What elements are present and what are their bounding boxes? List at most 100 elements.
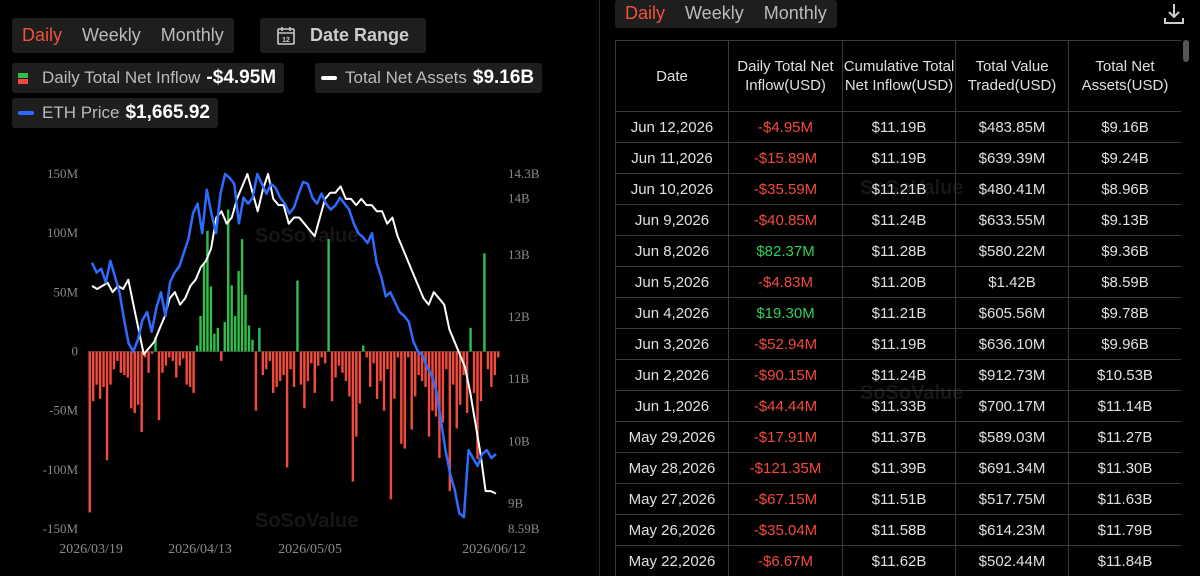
table-cell: $8.59B (1068, 266, 1181, 298)
table-period-tabs: Daily Weekly Monthly (615, 0, 837, 28)
inflow-bar (223, 321, 226, 352)
tab-daily[interactable]: Daily (22, 25, 63, 45)
inflow-bar (175, 351, 178, 378)
table-cell: $11.30B (1068, 452, 1181, 484)
inflow-bar (102, 351, 105, 387)
inflow-bar (244, 294, 247, 352)
inflow-bar (251, 339, 254, 352)
inflow-bar (192, 351, 195, 393)
inflow-bar (195, 345, 199, 352)
inflow-bar (375, 351, 379, 399)
inflow-bar (202, 263, 206, 352)
table-cell: Jun 9,2026 (615, 204, 729, 236)
eth-price-line (90, 172, 497, 519)
inflow-bar (143, 351, 147, 358)
inflow-bar (334, 351, 337, 378)
inflow-bar (265, 351, 268, 370)
table-cell: $483.85M (955, 111, 1069, 143)
tab-weekly[interactable]: Weekly (82, 25, 141, 45)
table-cell: Jun 5,2026 (615, 266, 729, 298)
inflow-bar (448, 351, 452, 492)
blue-line-swatch-icon (18, 111, 34, 115)
column-header: Total Net Assets(USD) (1068, 40, 1181, 112)
table-cell: $11.24B (842, 204, 956, 236)
left-axis-tick-label: 150M (47, 166, 79, 181)
inflow-bar (434, 351, 438, 417)
table-tab-daily[interactable]: Daily (625, 3, 666, 23)
inflow-bar (351, 351, 355, 482)
table-tab-weekly[interactable]: Weekly (685, 3, 744, 23)
table-cell: -$90.15M (728, 359, 843, 391)
table-header-row: Date Daily Total Net Inflow(USD) Cumulativ… (615, 40, 1181, 112)
table-row: May 28,2026 -$121.35M $11.39B $691.34M $11.3… (615, 452, 1181, 484)
table-cell: $11.37B (842, 421, 956, 453)
table-cell: $11.27B (1068, 421, 1181, 453)
column-header: Date (615, 40, 729, 112)
inflow-bar (299, 351, 303, 385)
inflow-bar (355, 351, 358, 437)
legend-assets-value: $9.16B (472, 67, 535, 88)
table-tab-monthly[interactable]: Monthly (763, 3, 827, 23)
table-cell: $11.20B (842, 266, 956, 298)
table-cell: Jun 11,2026 (615, 142, 729, 174)
table-cell: -$52.94M (728, 328, 843, 360)
inflow-bar (330, 351, 334, 402)
inflow-bar (88, 351, 91, 513)
inflow-bar (382, 351, 386, 411)
date-range-button[interactable]: 12 Date Range (260, 18, 426, 53)
white-line-swatch-icon (321, 76, 337, 80)
inflow-bar (310, 351, 313, 364)
inflow-bar (469, 327, 472, 352)
table-cell: $11.19B (842, 142, 956, 174)
legend-daily-inflow[interactable]: Daily Total Net Inflow -$4.95M (12, 63, 285, 93)
inflow-bar (119, 351, 123, 373)
inflow-bar (476, 351, 479, 460)
panel-divider (599, 0, 600, 576)
inflow-bar (483, 253, 486, 352)
table-row: Jun 3,2026 -$52.94M $11.19B $636.10M $9.96B (615, 328, 1181, 360)
table-cell: $517.75M (955, 483, 1069, 515)
table-cell: Jun 1,2026 (615, 390, 729, 422)
tab-monthly[interactable]: Monthly (160, 25, 224, 45)
inflow-bar (130, 351, 133, 409)
inflow-bar (379, 351, 382, 382)
table-row: Jun 8,2026 $82.37M $11.28B $580.22M $9.36B (615, 235, 1181, 267)
table-cell: $614.23M (955, 514, 1069, 546)
inflow-bar (140, 351, 143, 432)
legend-net-assets[interactable]: Total Net Assets $9.16B (315, 63, 543, 93)
table-cell: $912.73M (955, 359, 1069, 391)
data-table-container[interactable]: Date Daily Total Net Inflow(USD) Cumulativ… (615, 40, 1181, 576)
inflow-bar (254, 351, 258, 411)
table-cell: $11.21B (842, 173, 956, 205)
inflow-bar (292, 351, 296, 387)
period-tabs: Daily Weekly Monthly (12, 18, 234, 53)
inflow-bar (445, 351, 448, 370)
legend-eth-price[interactable]: ETH Price $1,665.92 (12, 98, 218, 128)
inflow-bar (282, 351, 285, 376)
inflow-bar (320, 351, 323, 358)
table-cell: $480.41M (955, 173, 1069, 205)
calendar-icon: 12 (277, 26, 295, 45)
inflow-bar (220, 351, 223, 361)
table-cell: $8.96B (1068, 173, 1181, 205)
inflow-bar (95, 351, 98, 385)
inflow-bar (154, 337, 157, 352)
inflow-bar (150, 351, 154, 354)
table-cell: -$121.35M (728, 452, 843, 484)
table-body: Jun 12,2026 -$4.95M $11.19B $483.85M $9.16B J… (615, 111, 1181, 576)
table-cell: -$4.83M (728, 266, 843, 298)
inflow-bar (161, 351, 164, 373)
inflow-bar (272, 351, 275, 393)
download-icon[interactable] (1162, 2, 1186, 26)
inflow-bar (441, 351, 445, 423)
table-cell: $11.19B (842, 328, 956, 360)
table-cell: -$35.59M (728, 173, 843, 205)
table-cell: $11.19B (842, 111, 956, 143)
table-scrollbar[interactable] (1183, 40, 1189, 62)
inflow-bar (133, 351, 136, 414)
column-header: Total Value Traded(USD) (955, 40, 1069, 112)
inflow-bar (123, 351, 126, 376)
inflow-bar (400, 351, 403, 444)
table-cell: $502.44M (955, 545, 1069, 576)
inflow-bar (479, 351, 483, 402)
